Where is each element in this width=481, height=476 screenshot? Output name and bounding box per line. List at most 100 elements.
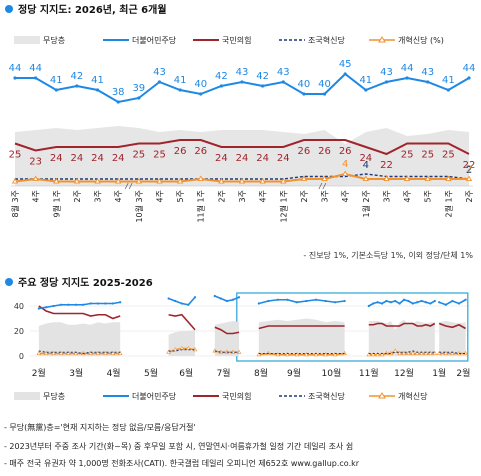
point-democratic (167, 297, 170, 300)
point-reform (450, 350, 455, 355)
point-reform (375, 352, 380, 357)
point-democratic (411, 302, 414, 305)
point-democratic (343, 72, 347, 76)
x-tick-label: 4주 (403, 190, 412, 202)
data-label-democratic: 43 (277, 67, 290, 78)
point-democratic (389, 301, 392, 304)
point-reform (342, 170, 349, 177)
point-democratic (193, 296, 197, 299)
x-tick-label: 4주 (341, 190, 350, 202)
x-tick-label: 4주 (155, 190, 164, 202)
data-label-ppp: 24 (91, 153, 104, 164)
legend-label: 더불어민주당 (132, 391, 177, 401)
point-reform (172, 347, 178, 352)
data-label-democratic: 43 (236, 67, 249, 78)
point-reform (410, 350, 416, 355)
point-democratic (467, 76, 471, 80)
point-democratic (384, 80, 389, 84)
point-reform (43, 350, 49, 355)
legend-marker-reform (378, 36, 386, 43)
x-tick-label: 8월 (254, 367, 268, 379)
line-rebuilding (38, 350, 121, 355)
point-democratic (343, 299, 346, 303)
point-reform (403, 175, 411, 182)
point-democratic (225, 299, 228, 303)
point-reform (73, 177, 81, 184)
point-democratic (137, 96, 141, 100)
note-line: - 2023년부터 주중 조사 기간(화~목) 중 후무일 포함 시, 연말연시… (4, 441, 353, 451)
legend-label: 무당층 (43, 35, 65, 45)
point-democratic (420, 299, 423, 303)
data-label-democratic: 43 (380, 67, 393, 78)
point-democratic (59, 303, 63, 306)
point-reform (103, 350, 108, 355)
data-label-ppp: 25 (401, 150, 414, 161)
point-reform (392, 348, 398, 353)
point-reform (135, 177, 142, 184)
area-undecided (368, 319, 435, 356)
data-label-democratic: 42 (215, 71, 228, 82)
area-undecided (258, 318, 345, 356)
data-label-ppp: 25 (421, 150, 434, 161)
data-label-democratic: 41 (359, 75, 372, 86)
x-tick-label: 7월 (217, 367, 231, 379)
point-reform (166, 349, 171, 354)
line-rebuilding (168, 349, 195, 352)
legend-label: 개혁신당 (398, 391, 428, 401)
point-democratic (295, 301, 299, 304)
point-reform (366, 352, 372, 357)
line-rebuilding (368, 350, 435, 355)
point-democratic (385, 299, 388, 303)
data-label-ppp: 24 (256, 153, 269, 164)
point-reform (53, 177, 60, 184)
data-label-democratic: 44 (29, 63, 42, 74)
y-tick-label: 20 (14, 327, 24, 336)
point-democratic (286, 298, 289, 301)
data-label-ppp: 25 (9, 150, 22, 161)
point-reform (256, 352, 262, 357)
axis-break-mark (124, 182, 133, 190)
point-reform (406, 350, 411, 355)
point-reform (280, 177, 287, 184)
point-reform (419, 350, 424, 355)
point-reform (259, 177, 266, 184)
x-tick-label: 3주 (382, 190, 391, 202)
point-democratic (376, 301, 379, 304)
y-tick-label: 40 (14, 302, 24, 311)
line-democratic (258, 298, 345, 305)
point-democratic (446, 88, 450, 92)
point-democratic (178, 88, 182, 92)
point-democratic (82, 303, 85, 306)
line-ppp (214, 326, 240, 335)
point-reform (304, 352, 309, 357)
point-democratic (237, 296, 241, 299)
data-label-ppp: 22 (463, 160, 476, 171)
point-democratic (116, 100, 120, 104)
data-label-democratic: 39 (132, 83, 145, 94)
point-democratic (433, 299, 436, 303)
title-bullet-icon (5, 5, 13, 13)
point-democratic (429, 302, 432, 305)
point-democratic (13, 76, 17, 80)
top-chart-title: 정당 지지도: 2026년, 최근 6개월 (18, 3, 167, 16)
point-reform (465, 175, 473, 182)
point-democratic (257, 302, 260, 305)
point-reform (436, 350, 442, 355)
line-rebuilding (439, 351, 466, 355)
point-democratic (416, 301, 419, 304)
line-ppp (14, 139, 470, 156)
data-label-reform: 2 (466, 164, 472, 175)
point-democratic (34, 76, 38, 80)
data-label-democratic: 44 (401, 63, 414, 74)
data-label-democratic: 45 (339, 59, 352, 70)
point-reform (36, 350, 42, 355)
x-tick-label: 3주 (94, 190, 103, 202)
x-tick-label: 3주 (238, 190, 247, 202)
point-democratic (302, 92, 306, 96)
data-label-democratic: 41 (50, 75, 63, 86)
note-line: - 매주 전국 유권자 약 1,000명 전화조사(CATI). 한국갤럽 데일… (4, 458, 360, 468)
x-tick-label: 2월 (456, 367, 470, 379)
top-x-axis: 8월 3주 4주 9월 1주 2주 3주 4주 10월 3주 4주 5주 11월 1주 2주 3주 4주… (10, 182, 474, 223)
